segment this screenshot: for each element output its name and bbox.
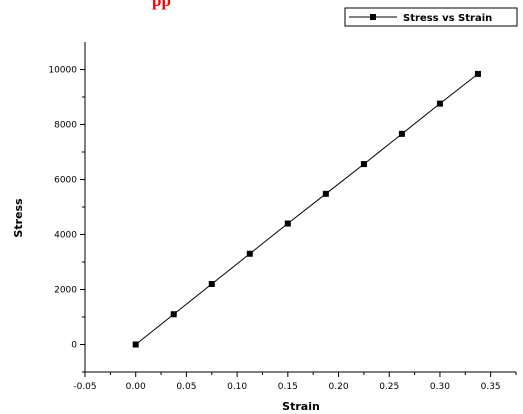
plot-axes bbox=[84, 42, 516, 373]
y-tick-label: 8000 bbox=[54, 121, 77, 131]
y-axis-label: Stress bbox=[12, 198, 25, 238]
x-tick-label: 0.10 bbox=[227, 382, 247, 392]
y-tick-label: 2000 bbox=[54, 286, 77, 296]
data-point bbox=[246, 250, 253, 257]
x-tick-label: 0.00 bbox=[126, 382, 146, 392]
axis-ticks: -0.05 0.00 0.05 0.10 0.15 0.20 0.25 0.30 0.35 0 20… bbox=[48, 66, 517, 392]
x-tick-label: 0.15 bbox=[278, 382, 298, 392]
legend-marker bbox=[370, 14, 376, 20]
data-point bbox=[360, 161, 367, 168]
data-point bbox=[436, 100, 443, 107]
y-tick-label: 0 bbox=[71, 341, 77, 351]
x-tick-label: 0.20 bbox=[329, 382, 349, 392]
legend-label: Stress vs Strain bbox=[403, 13, 492, 24]
y-tick-label: 10000 bbox=[48, 66, 77, 76]
legend-box bbox=[344, 7, 518, 27]
x-tick-label: 0.30 bbox=[430, 382, 450, 392]
data-point bbox=[284, 220, 291, 227]
data-point bbox=[322, 190, 329, 197]
data-point bbox=[170, 311, 177, 318]
x-tick-label: -0.05 bbox=[73, 382, 96, 392]
y-tick-label: 6000 bbox=[54, 176, 77, 186]
x-axis-label: Strain bbox=[282, 400, 320, 413]
legend: Stress vs Strain bbox=[344, 7, 518, 27]
chart-title: pp bbox=[152, 0, 171, 10]
data-point bbox=[474, 70, 481, 77]
y-tick-label: 4000 bbox=[54, 231, 77, 241]
data-point bbox=[132, 341, 139, 348]
series-line bbox=[135, 73, 479, 345]
x-tick-label: 0.25 bbox=[379, 382, 399, 392]
x-tick-label: 0.05 bbox=[176, 382, 196, 392]
x-tick-label: 0.35 bbox=[481, 382, 501, 392]
series-layer bbox=[132, 70, 481, 348]
data-point bbox=[398, 130, 405, 137]
data-point bbox=[208, 281, 215, 287]
